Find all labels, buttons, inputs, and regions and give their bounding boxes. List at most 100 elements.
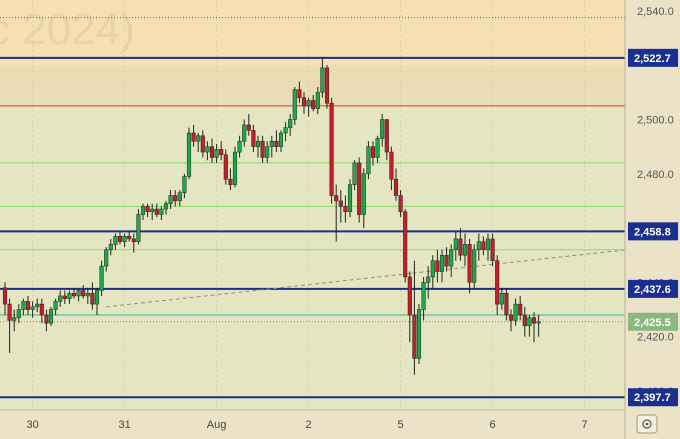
candle-up (499, 292, 504, 305)
candle-up (416, 309, 422, 359)
candle-up (375, 138, 380, 158)
candle-up (12, 317, 17, 321)
time-tick-label: 30 (26, 419, 38, 431)
candle-down (246, 124, 251, 131)
candle-down (2, 287, 8, 305)
candle-down (154, 208, 159, 215)
candle-down (495, 260, 500, 305)
candle-down (531, 317, 537, 324)
candle-up (426, 276, 431, 283)
candle-down (508, 314, 514, 321)
price-axis-background (625, 0, 680, 439)
level-label-background (628, 222, 678, 241)
candle-down (458, 238, 463, 256)
candle-down (260, 140, 265, 158)
time-axis-background (0, 410, 625, 439)
candle-down (145, 206, 150, 213)
candle-down (200, 135, 205, 153)
candle-up (237, 140, 242, 153)
time-tick-label: 5 (398, 419, 404, 431)
gear-icon-center (645, 422, 649, 426)
gear-icon (642, 419, 652, 429)
candle-down (403, 211, 408, 278)
candle-down (297, 89, 302, 98)
candle-up (150, 208, 155, 213)
candle-down (81, 290, 86, 297)
candle-up (255, 140, 261, 147)
candle-up (21, 301, 26, 310)
candle-down (518, 303, 523, 316)
candle-down (338, 200, 343, 207)
time-tick-label: 6 (490, 419, 496, 431)
time-tick-label: 2 (306, 419, 312, 431)
price-tick-label: 2,420.0 (637, 332, 674, 344)
candle-down (389, 151, 394, 180)
candle-down (173, 195, 178, 202)
candle-up (232, 151, 238, 185)
candle-down (274, 140, 279, 147)
candle-down (481, 241, 486, 251)
level-labels: 2,522.7 2,458.8 2,437.6 2,425.5 2,397.7 (628, 48, 678, 407)
time-tick-label: Aug (207, 419, 227, 431)
candle-up (283, 127, 288, 134)
candle-down (467, 244, 472, 283)
candle-down (131, 238, 136, 242)
trend-line-segment (106, 249, 627, 308)
candle-up (140, 206, 146, 215)
candle-up (99, 265, 104, 291)
candle-up (113, 235, 118, 245)
candle-down (343, 206, 348, 213)
candle-up (53, 301, 58, 310)
level-label-background (628, 279, 678, 298)
candle-down (504, 292, 509, 316)
level-label-background (628, 312, 678, 331)
candle-up (292, 89, 297, 120)
candle-up (205, 146, 210, 153)
candle-up (366, 146, 371, 175)
watermark: c 2024) (0, 5, 135, 54)
candle-down (44, 314, 49, 324)
candle-down (62, 295, 67, 299)
candle-down (251, 130, 256, 147)
candle-down (223, 154, 228, 180)
candle-down (329, 102, 334, 196)
candle-down (412, 314, 417, 359)
candle-down (393, 178, 399, 196)
candle-down (117, 235, 123, 242)
price-tick-label: 2,500.0 (637, 114, 674, 126)
candle-down (301, 97, 307, 107)
candle-down (25, 301, 31, 310)
candle-up (269, 140, 274, 147)
candle-down (90, 292, 95, 305)
candle-up (536, 321, 541, 324)
candle-down (71, 292, 77, 297)
time-axis: 30 31 Aug 2 5 6 7 (0, 409, 625, 431)
candle-up (76, 290, 81, 297)
upper-zone-band (0, 65, 625, 106)
candle-up (476, 241, 481, 251)
candle-up (163, 203, 169, 210)
candle-up (485, 238, 491, 251)
candle-up (352, 162, 357, 185)
candle-up (177, 192, 182, 202)
candle-up (449, 249, 454, 267)
candle-up (48, 309, 54, 324)
candle-up (136, 214, 141, 242)
candle-up (214, 149, 219, 158)
candle-down (357, 162, 362, 215)
candle-up (108, 244, 113, 251)
candle-up (186, 132, 192, 177)
candle-up (380, 119, 385, 139)
trend-line (106, 249, 627, 308)
settings-button[interactable] (636, 414, 658, 434)
level-label-text: 2,437.6 (634, 284, 671, 296)
candle-up (122, 235, 127, 242)
candle-down (370, 146, 376, 158)
candle-up (315, 92, 320, 109)
candle-down (324, 67, 330, 104)
candle-up (527, 317, 532, 327)
candle-up (159, 208, 164, 215)
candle-up (288, 119, 293, 128)
